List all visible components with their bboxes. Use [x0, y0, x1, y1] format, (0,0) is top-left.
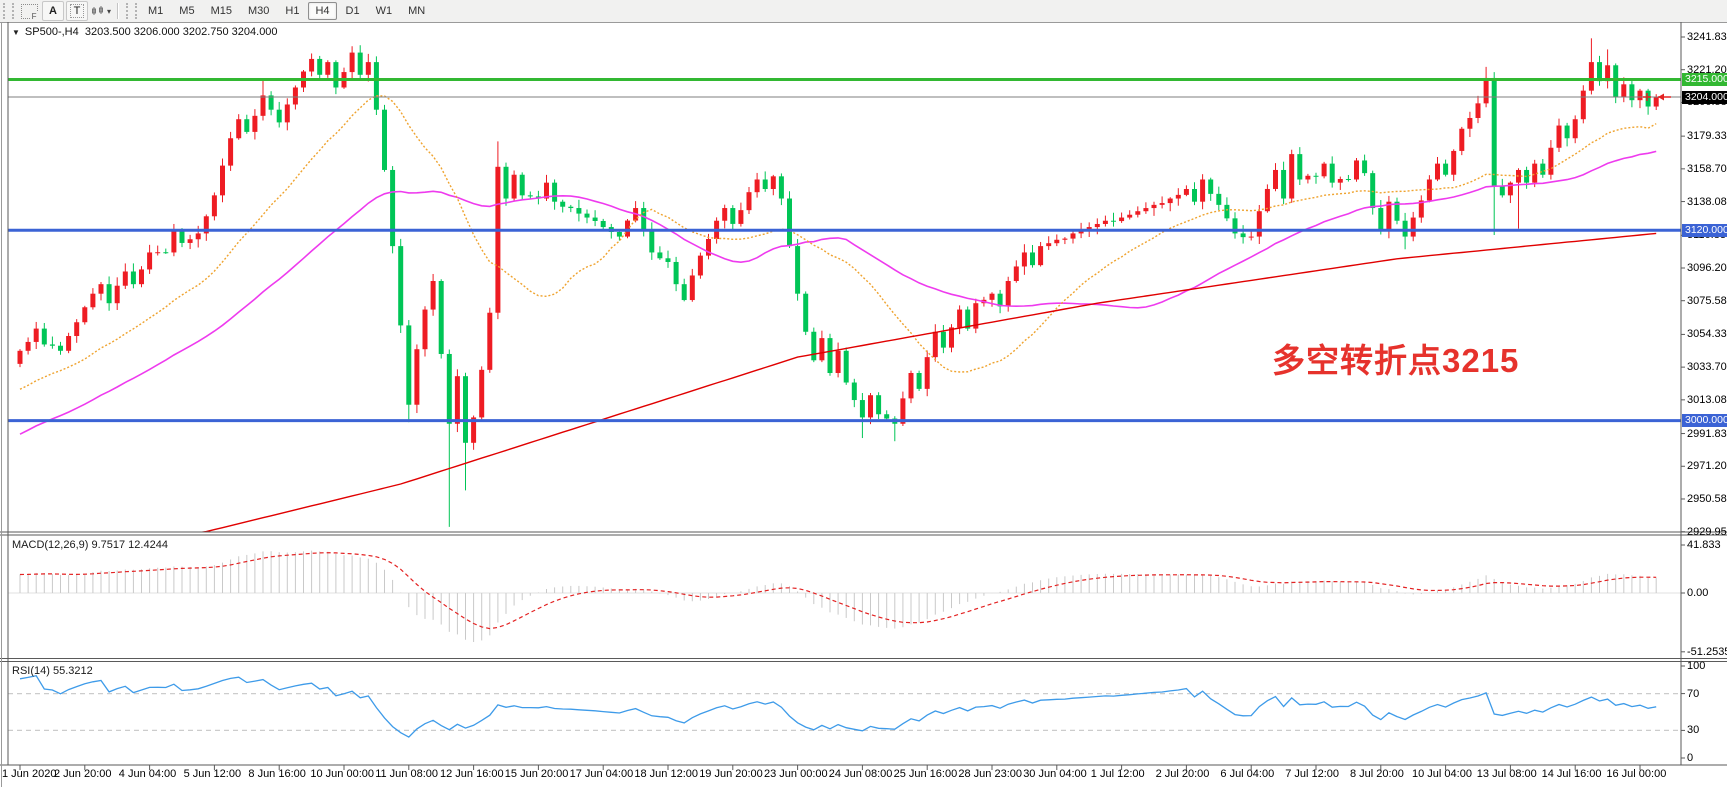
rsi-axis-label: 100: [1687, 660, 1706, 672]
candle-style-icon: [92, 6, 103, 15]
price-axis-badge: 3120.000: [1682, 223, 1727, 237]
font-a-button[interactable]: A: [42, 1, 64, 21]
chart-shift-button[interactable]: F: [18, 1, 40, 21]
rsi-axis-label: 0: [1687, 752, 1694, 764]
rsi-indicator-name: RSI(14): [12, 665, 50, 677]
time-axis-label: 25 Jun 16:00: [893, 768, 958, 780]
time-axis-label: 4 Jun 04:00: [118, 768, 177, 780]
price-axis-label: 3158.705: [1687, 162, 1727, 175]
chart-style-button[interactable]: ▾: [90, 1, 112, 21]
price-axis-label: 3054.330: [1687, 328, 1727, 341]
macd-axis-label: 0.00: [1687, 587, 1709, 599]
text-cursor-icon: T: [69, 4, 85, 18]
toolbar-separator: [117, 3, 120, 19]
price-axis-badge: 3000.000: [1682, 414, 1727, 428]
rsi-indicator-value: 55.3212: [52, 665, 93, 677]
chart-title: ▼ SP500-,H4 3203.500 3206.000 3202.750 32…: [12, 26, 278, 38]
time-axis-label: 10 Jun 00:00: [310, 768, 375, 780]
price-axis-label: 2971.205: [1687, 460, 1727, 473]
time-axis-label: 1 Jul 12:00: [1090, 768, 1145, 780]
macd-axis-label: 41.833: [1687, 538, 1721, 551]
ohlc-readout: 3203.500 3206.000 3202.750 3204.000: [84, 26, 278, 38]
price-axis-label: 2929.955: [1687, 525, 1727, 538]
toolbar-grip-icon[interactable]: [3, 3, 14, 19]
price-axis-label: 3096.205: [1687, 261, 1727, 274]
chevron-down-icon: ▾: [107, 6, 112, 16]
macd-indicator-name: MACD(12,26,9): [12, 539, 89, 551]
timeframe-m30-button[interactable]: M30: [247, 5, 270, 17]
timeframe-m1-button[interactable]: M1: [148, 5, 164, 17]
time-axis-label: 23 Jun 00:00: [764, 768, 828, 780]
timeframe-w1-button[interactable]: W1: [375, 5, 393, 17]
price-axis-label: 3221.205: [1687, 63, 1727, 76]
time-axis-label: 28 Jun 23:00: [958, 768, 1023, 780]
price-axis-label: 3013.080: [1687, 393, 1727, 406]
collapse-triangle-icon[interactable]: ▼: [12, 28, 20, 37]
time-axis-label: 12 Jun 16:00: [440, 768, 504, 780]
toolbar-grip-icon[interactable]: [126, 3, 138, 19]
timeframe-m15-button[interactable]: M15: [210, 5, 232, 17]
price-axis-label: 3033.705: [1687, 361, 1727, 374]
timeframe-h4-button[interactable]: H4: [308, 2, 337, 20]
price-axis-label: 3179.330: [1687, 130, 1727, 143]
rsi-axis-label: 30: [1687, 724, 1700, 737]
price-axis-label: 3241.830: [1687, 31, 1727, 43]
time-axis-label: 14 Jul 16:00: [1541, 768, 1602, 780]
rsi-axis-label: 70: [1687, 687, 1700, 700]
time-axis-label: 2 Jun 20:00: [54, 768, 112, 780]
rsi-pane-label: RSI(14) 55.3212: [12, 665, 93, 677]
symbol-label: SP500-,H4: [24, 26, 79, 38]
chart-annotation-text: 多空转折点3215: [1272, 342, 1520, 379]
time-axis-label: 2 Jul 20:00: [1155, 768, 1210, 780]
price-axis-label: 3075.580: [1687, 294, 1727, 307]
time-axis-label: 18 Jun 12:00: [634, 768, 699, 780]
macd-pane-label: MACD(12,26,9) 9.7517 12.4244: [12, 539, 168, 551]
time-axis-label: 7 Jul 12:00: [1285, 768, 1340, 780]
time-axis-label: 8 Jul 20:00: [1350, 768, 1404, 780]
time-axis-label: 6 Jul 04:00: [1220, 768, 1275, 780]
time-axis-label: 19 Jun 20:00: [699, 768, 763, 780]
timeframe-d1-button[interactable]: D1: [345, 5, 360, 17]
price-axis-label: 2950.580: [1687, 492, 1727, 505]
text-tool-button[interactable]: T: [66, 1, 88, 21]
macd-axis-label: -51.2535: [1687, 645, 1727, 658]
price-axis-label: 2991.830: [1687, 427, 1727, 440]
timeframe-mn-button[interactable]: MN: [408, 5, 426, 17]
time-axis-label: 24 Jun 08:00: [828, 768, 893, 780]
time-axis-label: 5 Jun 12:00: [183, 768, 242, 780]
time-axis-label: 1 Jun 2020: [2, 768, 57, 780]
price-axis-label: 3138.080: [1687, 195, 1727, 208]
time-axis-label: 16 Jul 00:00: [1606, 768, 1667, 780]
time-axis-label: 8 Jun 16:00: [248, 768, 306, 780]
price-axis-badge: 3204.000: [1682, 90, 1727, 104]
timeframe-h1-button[interactable]: H1: [285, 5, 300, 17]
time-axis-label: 13 Jul 08:00: [1476, 768, 1537, 780]
chart-f-icon: F: [20, 3, 38, 21]
macd-indicator-values: 9.7517 12.4244: [91, 539, 168, 551]
time-axis-label: 10 Jul 04:00: [1412, 768, 1472, 780]
time-axis-label: 11 Jun 08:00: [375, 768, 438, 780]
time-axis-label: 15 Jun 20:00: [504, 768, 569, 780]
timeframe-buttons: M1 M5 M15 M30 H1 H4 D1 W1 MN: [140, 2, 433, 20]
toolbar: F A T ▾ M1 M5 M15 M30 H1 H4 D1 W1 MN: [0, 0, 1727, 23]
timeframe-m5-button[interactable]: M5: [179, 5, 195, 17]
price-axis-badge: 3215.000: [1682, 73, 1727, 87]
time-axis-label: 30 Jun 04:00: [1023, 768, 1087, 780]
time-axis-label: 17 Jun 04:00: [569, 768, 634, 780]
